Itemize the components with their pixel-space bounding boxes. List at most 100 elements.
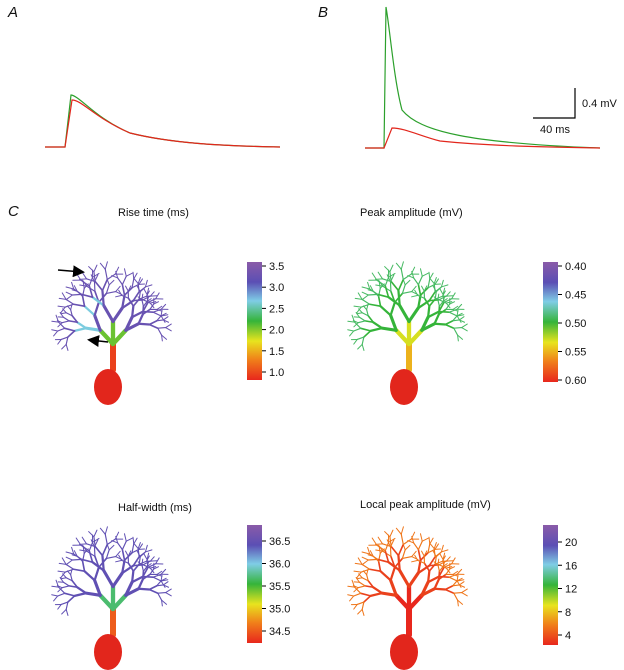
- dendrite: [127, 297, 135, 307]
- scale-label: 40 ms: [540, 124, 570, 136]
- dendrite: [161, 599, 168, 605]
- dendrite: [161, 599, 163, 607]
- colorbar-tick-label: 2.0: [269, 325, 284, 337]
- dendrite: [104, 261, 108, 270]
- dendrite: [132, 291, 140, 302]
- dendrite: [102, 303, 115, 324]
- dendrite: [438, 300, 444, 307]
- dendrite: [160, 580, 166, 588]
- dendrite: [132, 271, 135, 280]
- dendrite: [91, 296, 105, 307]
- dendrite: [73, 288, 83, 295]
- dendrite: [404, 544, 411, 551]
- dendrite: [160, 315, 166, 323]
- dendrite: [57, 305, 66, 308]
- dendrite: [349, 595, 355, 602]
- dendrite: [449, 566, 456, 570]
- dendrite: [93, 578, 102, 597]
- dendrite: [395, 527, 402, 535]
- dendrite: [111, 275, 119, 279]
- dendrite: [442, 563, 448, 568]
- dendrite: [423, 285, 428, 292]
- dendrite: [142, 300, 148, 307]
- dendrite: [407, 571, 420, 589]
- dendrite: [165, 592, 172, 597]
- colorbar-tick-label: 20: [565, 537, 577, 549]
- dendrite: [67, 595, 76, 603]
- dendrite: [361, 556, 369, 561]
- dendrite: [146, 552, 150, 561]
- dendrite: [93, 536, 96, 548]
- dendrite: [57, 587, 63, 593]
- dendrite: [438, 573, 447, 581]
- dendrite: [433, 548, 436, 558]
- dendrite: [458, 581, 465, 586]
- dendrite: [81, 295, 86, 308]
- dendrite: [356, 336, 365, 341]
- dendrite: [121, 540, 127, 551]
- dendrite: [437, 558, 440, 566]
- dendrite: [110, 593, 128, 612]
- trace-green: [365, 6, 601, 149]
- dendrite: [438, 305, 441, 316]
- dendrite: [434, 543, 439, 550]
- dendrite: [389, 313, 398, 332]
- dendrite: [407, 275, 415, 279]
- dendrite: [99, 262, 106, 270]
- dendrite: [72, 568, 86, 573]
- dendrite: [457, 599, 464, 605]
- dendrite: [451, 292, 456, 300]
- dendrite: [364, 320, 375, 324]
- dendrite: [439, 288, 444, 296]
- map-title: Half-width (ms): [118, 502, 192, 514]
- dendrite: [160, 577, 167, 582]
- dendrite: [102, 568, 115, 589]
- dendrite: [420, 587, 437, 597]
- dendrite: [390, 545, 400, 557]
- dendrite: [131, 543, 135, 554]
- dendrite: [421, 272, 429, 277]
- dendrite: [105, 284, 110, 295]
- dendrite: [153, 566, 160, 570]
- dendrite: [461, 592, 468, 597]
- dendrite: [400, 261, 404, 270]
- dendrite: [428, 536, 431, 545]
- dendrite: [111, 571, 124, 589]
- dendrite: [360, 568, 371, 573]
- dendrite: [429, 542, 435, 550]
- dendrite: [429, 537, 434, 545]
- dendrite: [367, 546, 371, 555]
- dendrite: [165, 323, 172, 329]
- dendrite: [65, 343, 69, 351]
- dendrite: [433, 296, 439, 301]
- dendrite: [452, 570, 459, 575]
- dendrite: [84, 591, 102, 597]
- colorbar-tick-label: 3.0: [269, 282, 284, 294]
- dendrite: [61, 557, 67, 565]
- dendrite: [60, 312, 67, 315]
- dendrite: [356, 601, 365, 606]
- dendrite: [121, 283, 126, 297]
- dendrite: [356, 577, 363, 580]
- dendrite: [364, 585, 375, 589]
- scale-label: 0.4 mV: [582, 98, 618, 110]
- dendrite: [68, 320, 79, 324]
- dendrite: [366, 309, 369, 317]
- dendrite: [130, 575, 145, 584]
- dendrite: [83, 570, 96, 582]
- dendrite: [71, 546, 75, 555]
- dendrite: [442, 552, 446, 561]
- soma: [390, 369, 418, 405]
- dendrite: [142, 570, 145, 581]
- dendrite: [369, 553, 379, 560]
- dendrite: [157, 327, 163, 336]
- dendrite: [137, 548, 140, 558]
- dendrite: [125, 285, 129, 292]
- dendrite: [366, 574, 369, 582]
- dendrite: [433, 587, 447, 591]
- dendrite: [445, 301, 453, 304]
- trace-red: [365, 127, 601, 149]
- dendrite: [57, 570, 66, 573]
- dendrite: [161, 334, 168, 340]
- dendrite: [361, 291, 369, 296]
